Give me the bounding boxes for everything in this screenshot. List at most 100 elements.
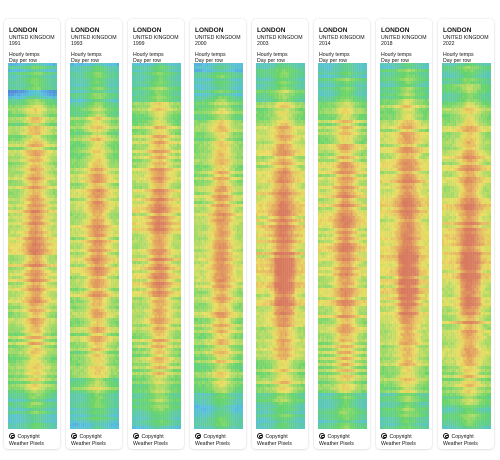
heatmap-cell	[82, 81, 85, 85]
heatmap-cell	[20, 381, 23, 385]
heatmap-cell	[96, 120, 99, 124]
heatmap-cell	[106, 87, 109, 91]
heatmap-cell	[108, 72, 111, 76]
heatmap-cell	[54, 351, 57, 355]
heatmap-cell	[12, 189, 15, 193]
heatmap-cell	[108, 261, 111, 265]
heatmap-cell	[94, 111, 97, 115]
heatmap-cell	[8, 273, 11, 277]
heatmap-cell	[50, 363, 53, 367]
heatmap-cell	[84, 204, 87, 208]
heatmap-cell	[104, 123, 107, 127]
heatmap-cell	[12, 141, 15, 145]
heatmap-cell	[82, 234, 85, 238]
heatmap-cell	[78, 288, 81, 292]
temperature-card-1991[interactable]: LONDON UNITED KINGDOM 1991 Hourly temps …	[4, 19, 60, 449]
heatmap-cell	[10, 333, 13, 337]
heatmap-cell	[24, 372, 27, 376]
heatmap-cell	[100, 144, 103, 148]
heatmap-cell	[54, 378, 57, 382]
heatmap-cell	[32, 189, 35, 193]
heatmap-cell	[116, 90, 119, 94]
heatmap-cell	[80, 120, 83, 124]
heatmap-cell	[72, 192, 75, 196]
heatmap-cell	[12, 279, 15, 283]
heatmap-cell	[104, 81, 107, 85]
heatmap-cell	[14, 126, 17, 130]
temperature-card-1993[interactable]: LONDON UNITED KINGDOM 1993 Hourly temps …	[66, 19, 122, 449]
heatmap-cell	[108, 141, 111, 145]
heatmap-cell	[12, 90, 15, 94]
heatmap-cell	[106, 228, 109, 232]
heatmap-cell	[22, 123, 25, 127]
heatmap-cell	[22, 210, 25, 214]
heatmap-cell	[94, 213, 97, 217]
heatmap-cell	[8, 225, 11, 229]
heatmap-cell	[100, 63, 103, 67]
heatmap-cell	[98, 93, 101, 97]
heatmap-cell	[20, 189, 23, 193]
heatmap-cell	[22, 147, 25, 151]
heatmap-cell	[38, 63, 41, 67]
heatmap-cell	[114, 306, 118, 310]
heatmap-cell	[110, 153, 113, 157]
heatmap-cell	[88, 294, 91, 298]
heatmap-cell	[18, 267, 21, 271]
heatmap-cell	[26, 366, 29, 370]
heatmap-cell	[32, 399, 35, 403]
heatmap-cell	[76, 237, 79, 241]
heatmap-cell	[52, 360, 56, 364]
heatmap-cell	[96, 189, 99, 193]
heatmap-cell	[90, 225, 93, 229]
heatmap-cell	[24, 297, 27, 301]
heatmap-cell	[100, 171, 103, 175]
heatmap-cell	[42, 81, 45, 85]
heatmap-cell	[72, 72, 75, 76]
heatmap-cell	[44, 381, 47, 385]
heatmap-cell	[76, 315, 79, 319]
heatmap-cell	[50, 93, 53, 97]
heatmap-cell	[48, 396, 51, 400]
heatmap-cell	[46, 348, 49, 352]
heatmap-cell	[28, 312, 31, 316]
heatmap-cell	[106, 300, 109, 304]
heatmap-cell	[72, 216, 75, 220]
heatmap-cell	[48, 123, 51, 127]
heatmap-cell	[28, 240, 31, 244]
heatmap-cell	[36, 354, 39, 358]
heatmap-cell	[38, 216, 41, 220]
heatmap-cell	[90, 159, 93, 163]
heatmap-cell	[100, 267, 103, 271]
heatmap-cell	[42, 339, 45, 343]
heatmap-cell	[38, 417, 41, 421]
heatmap-cell	[78, 237, 81, 241]
heatmap-cell	[110, 282, 113, 286]
heatmap-cell	[30, 402, 33, 406]
heatmap-cell	[28, 348, 31, 352]
heatmap-cell	[78, 228, 81, 232]
heatmap-cell	[102, 195, 105, 199]
heatmap-cell	[26, 396, 29, 400]
heatmap-cell	[12, 291, 15, 295]
heatmap-cell	[8, 168, 11, 172]
heatmap-cell	[84, 72, 87, 76]
heatmap-cell	[8, 108, 11, 112]
heatmap-cell	[90, 177, 93, 181]
heatmap-cell	[34, 144, 37, 148]
heatmap-cell	[16, 252, 19, 256]
heatmap-cell	[50, 348, 53, 352]
heatmap-cell	[90, 162, 93, 166]
heatmap-cell	[102, 72, 105, 76]
heatmap-cell	[104, 90, 107, 94]
heatmap-cell	[22, 390, 25, 394]
heatmap-cell	[20, 138, 23, 142]
heatmap-cell	[46, 201, 49, 205]
hourly-temperature-heatmap	[70, 63, 119, 429]
heatmap-cell	[106, 219, 109, 223]
heatmap-cell	[8, 93, 11, 97]
heatmap-cell	[90, 168, 93, 172]
heatmap-cell	[70, 255, 73, 259]
heatmap-cell	[22, 225, 25, 229]
heatmap-cell	[42, 120, 45, 124]
heatmap-cell	[30, 90, 33, 94]
